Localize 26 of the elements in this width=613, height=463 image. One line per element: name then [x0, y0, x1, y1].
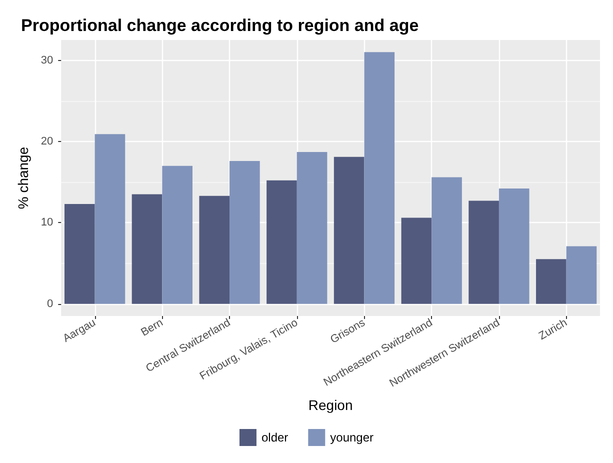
bar — [468, 200, 499, 304]
y-tick-label: 10 — [40, 216, 54, 229]
x-axis-title: Region — [308, 397, 353, 413]
chart-title: Proportional change according to region and age — [21, 16, 419, 35]
bar — [566, 246, 597, 304]
bar — [132, 194, 162, 304]
bar — [296, 152, 328, 304]
bar — [364, 52, 395, 304]
bar — [64, 204, 95, 304]
x-tick-label: Bern — [139, 316, 166, 339]
bar — [94, 134, 126, 304]
bar — [162, 166, 192, 304]
y-tick-label: 20 — [40, 135, 54, 148]
y-axis-title: % change — [15, 146, 31, 210]
y-tick-label: 0 — [47, 298, 54, 310]
bar — [334, 156, 364, 304]
legend-label: older — [261, 430, 288, 444]
bar — [266, 180, 297, 304]
bar — [536, 259, 566, 304]
bar — [432, 177, 462, 304]
bar — [401, 218, 432, 304]
bar — [199, 196, 230, 304]
y-tick-label: 30 — [40, 54, 54, 66]
bar — [230, 160, 260, 304]
bar — [498, 188, 530, 304]
legend-label: younger — [330, 430, 374, 444]
